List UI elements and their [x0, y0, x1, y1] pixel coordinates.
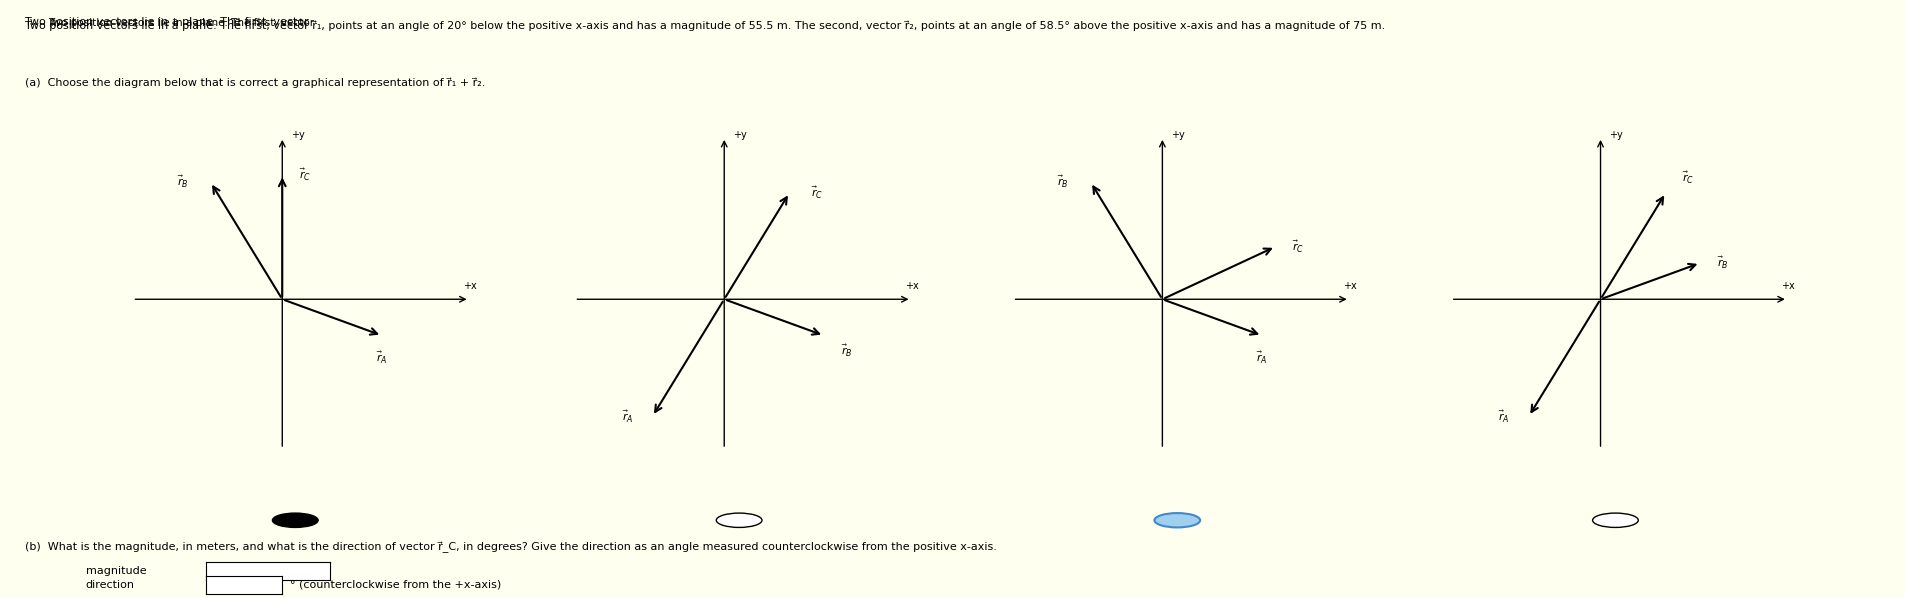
Text: $\vec{r}_A$: $\vec{r}_A$ [621, 408, 632, 425]
Text: $\vec{r}_B$: $\vec{r}_B$ [1716, 255, 1728, 271]
Text: $\vec{r}_C$: $\vec{r}_C$ [812, 185, 823, 201]
Text: $\vec{r}_B$: $\vec{r}_B$ [1057, 174, 1069, 191]
Text: $\vec{r}_C$: $\vec{r}_C$ [299, 166, 311, 183]
Text: +y: +y [733, 130, 747, 139]
Text: Two position vectors lie in a plane. The first, vector: Two position vectors lie in a plane. The… [25, 17, 312, 26]
Text: ° (counterclockwise from the +x-axis): ° (counterclockwise from the +x-axis) [290, 580, 501, 590]
Text: +y: +y [1172, 130, 1185, 139]
Text: Two position vectors lie in a plane. The first, vector r⃗₁, points at an angle o: Two position vectors lie in a plane. The… [25, 21, 1385, 32]
Text: $\vec{r}_B$: $\vec{r}_B$ [840, 342, 852, 359]
Text: $\vec{r}_A$: $\vec{r}_A$ [1497, 408, 1509, 425]
Text: magnitude: magnitude [86, 566, 147, 576]
Text: $\vec{r}_A$: $\vec{r}_A$ [1255, 350, 1269, 367]
Text: +x: +x [1781, 280, 1795, 291]
Text: +y: +y [291, 130, 305, 139]
Text: (b)  What is the magnitude, in meters, and what is the direction of vector r⃗_C,: (b) What is the magnitude, in meters, an… [25, 541, 996, 553]
Text: Two position vectors lie in a plane. The first, vector: Two position vectors lie in a plane. The… [48, 18, 316, 28]
Text: $\vec{r}_C$: $\vec{r}_C$ [1682, 170, 1694, 186]
Text: $\vec{r}_A$: $\vec{r}_A$ [375, 350, 389, 367]
Text: direction: direction [86, 580, 135, 590]
Text: +x: +x [463, 280, 476, 291]
Text: +x: +x [1343, 280, 1356, 291]
Text: $\vec{r}_B$: $\vec{r}_B$ [177, 174, 189, 191]
Text: $\vec{r}_C$: $\vec{r}_C$ [1292, 239, 1305, 255]
Text: +y: +y [1610, 130, 1623, 139]
Text: +x: +x [905, 280, 918, 291]
Text: (a)  Choose the diagram below that is correct a graphical representation of r⃗₁ : (a) Choose the diagram below that is cor… [25, 78, 486, 89]
